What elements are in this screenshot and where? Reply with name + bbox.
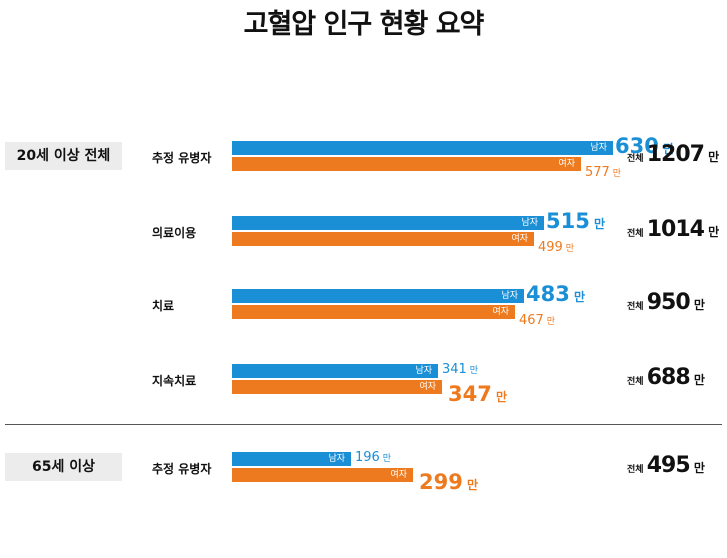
female-value-number: 299 xyxy=(419,470,463,494)
unit-label: 만 xyxy=(491,390,508,404)
total-label: 전체 xyxy=(627,154,647,164)
male-value-label: 515 만 xyxy=(546,211,605,232)
male-value-number: 341 xyxy=(442,362,467,377)
female-value-label: 577 만 xyxy=(585,163,621,179)
male-value-number: 630 xyxy=(615,134,659,158)
male-bar: 남자 xyxy=(232,289,524,303)
total-number: 1014 xyxy=(646,217,705,242)
female-value-label: 499 만 xyxy=(538,238,574,254)
group-divider xyxy=(5,424,722,425)
female-value-number: 577 xyxy=(585,165,610,180)
row-label: 추정 유병자 xyxy=(152,151,212,165)
unit-label: 만 xyxy=(658,142,675,156)
total-number: 1207 xyxy=(646,142,705,167)
unit-label: 만 xyxy=(569,290,586,304)
row-label: 의료이용 xyxy=(152,226,197,240)
total-label: 전체 xyxy=(627,377,647,387)
male-value-label: 483 만 xyxy=(526,284,585,305)
row-label: 추정 유병자 xyxy=(152,462,212,476)
row-label: 치료 xyxy=(152,299,175,313)
total-label: 전체 xyxy=(627,229,647,239)
male-value-number: 483 xyxy=(526,282,570,306)
male-value-number: 196 xyxy=(355,450,380,465)
unit-label: 만 xyxy=(466,366,478,376)
row-label: 지속치료 xyxy=(152,374,197,388)
unit-label: 만 xyxy=(609,169,621,179)
female-bar: 여자 xyxy=(232,468,413,482)
total-value: 전체 1207 만 xyxy=(627,144,719,166)
female-value-number: 467 xyxy=(519,313,544,328)
male-bar-tag: 남자 xyxy=(328,454,345,464)
female-value-label: 299 만 xyxy=(419,472,478,493)
male-bar: 남자 xyxy=(232,364,438,378)
group-label-65plus: 65세 이상 xyxy=(5,453,122,481)
group-label-20plus: 20세 이상 전체 xyxy=(5,142,122,170)
total-unit: 만 xyxy=(689,373,705,387)
female-bar: 여자 xyxy=(232,380,442,394)
unit-label: 만 xyxy=(379,454,391,464)
female-value-number: 499 xyxy=(538,240,563,255)
unit-label: 만 xyxy=(562,244,574,254)
male-bar-tag: 남자 xyxy=(590,143,607,153)
total-value: 전체 1014 만 xyxy=(627,219,719,241)
female-bar-tag: 여자 xyxy=(558,159,575,169)
female-value-number: 347 xyxy=(448,382,492,406)
male-bar-tag: 남자 xyxy=(521,218,538,228)
male-bar: 남자 xyxy=(232,216,544,230)
male-bar-tag: 남자 xyxy=(501,291,518,301)
total-unit: 만 xyxy=(703,225,720,239)
female-bar-tag: 여자 xyxy=(492,307,509,317)
male-bar: 남자 xyxy=(232,452,351,466)
male-value-label: 196 만 xyxy=(355,448,391,464)
female-value-label: 467 만 xyxy=(519,311,555,327)
female-bar: 여자 xyxy=(232,157,581,171)
female-bar-tag: 여자 xyxy=(419,382,436,392)
male-value-label: 630 만 xyxy=(615,136,674,157)
total-number: 688 xyxy=(646,365,691,390)
chart-title: 고혈압 인구 현황 요약 xyxy=(243,9,485,40)
total-number: 495 xyxy=(646,453,691,478)
total-value: 전체 950 만 xyxy=(627,292,705,314)
female-bar: 여자 xyxy=(232,232,534,246)
total-value: 전체 688 만 xyxy=(627,367,705,389)
male-value-number: 515 xyxy=(546,209,590,233)
unit-label: 만 xyxy=(462,478,479,492)
total-value: 전체 495 만 xyxy=(627,455,705,477)
total-number: 950 xyxy=(646,290,691,315)
unit-label: 만 xyxy=(589,217,606,231)
female-bar: 여자 xyxy=(232,305,515,319)
total-unit: 만 xyxy=(689,461,705,475)
female-value-label: 347 만 xyxy=(448,384,507,405)
female-bar-tag: 여자 xyxy=(390,470,407,480)
male-bar: 남자 xyxy=(232,141,613,155)
total-unit: 만 xyxy=(689,298,705,312)
male-bar-tag: 남자 xyxy=(415,366,432,376)
male-value-label: 341 만 xyxy=(442,360,478,376)
total-unit: 만 xyxy=(703,150,720,164)
female-bar-tag: 여자 xyxy=(511,234,528,244)
unit-label: 만 xyxy=(543,317,555,327)
total-label: 전체 xyxy=(627,465,647,475)
total-label: 전체 xyxy=(627,302,647,312)
